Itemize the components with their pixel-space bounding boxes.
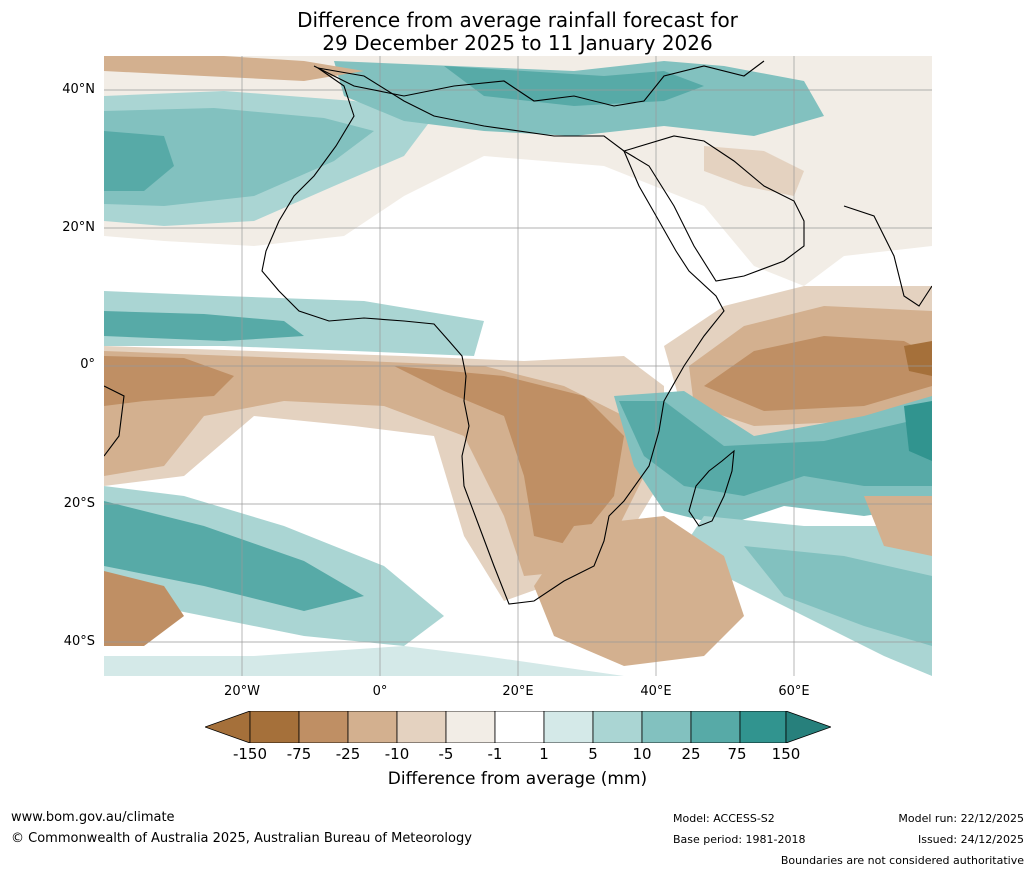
- colorbar-segment-3: [347, 711, 398, 743]
- legend-value-8: 5: [588, 745, 598, 763]
- colorbar-segment-9: [641, 711, 692, 743]
- anomaly-field-south-atlantic-wet-core: [104, 501, 364, 611]
- colorbar-segment-4: [396, 711, 447, 743]
- legend-value-6: -1: [487, 745, 503, 763]
- anomaly-field-equatorial-west-dry: [104, 356, 234, 406]
- anomaly-field-gulf-of-guinea-core: [104, 311, 304, 341]
- colorbar-segment-10: [690, 711, 741, 743]
- lat-label-40s: 40°S: [63, 634, 95, 649]
- anomaly-field-north-dry-strip: [104, 56, 364, 81]
- colorbar-segment-1: [249, 711, 300, 743]
- legend-value-4: -10: [384, 745, 410, 763]
- madagascar-coastline: [688, 449, 735, 527]
- anomaly-field-indian-ocean-dry-core: [704, 336, 932, 411]
- anomaly-field-southern-africa-dry: [394, 366, 624, 546]
- footer-disclaimer: Boundaries are not considered authoritat…: [780, 854, 1024, 867]
- colorbar-segment-2: [298, 711, 349, 743]
- lat-label-40n: 40°N: [62, 82, 95, 97]
- lat-label-20s: 20°S: [63, 496, 95, 511]
- colorbar-segment-6: [494, 711, 545, 743]
- lon-label-60e: 60°E: [778, 684, 810, 699]
- footer-model: Model: ACCESS-S2: [673, 812, 775, 825]
- footer-copyright: © Commonwealth of Australia 2025, Austra…: [11, 831, 472, 846]
- europe-coastline: [313, 60, 765, 107]
- colorbar-legend: [205, 711, 831, 743]
- legend-title: Difference from average (mm): [387, 769, 648, 789]
- legend-value-9: 10: [632, 745, 652, 763]
- anomaly-field-arabia-dry: [704, 146, 804, 196]
- arabia-coastline: [622, 135, 805, 282]
- anomaly-field-north-atlantic-wet-strong: [104, 108, 374, 206]
- colorbar-segment-11: [739, 711, 787, 743]
- lon-label-20w: 20°W: [224, 684, 260, 699]
- colorbar-segment-7: [543, 711, 594, 743]
- title-line-1: Difference from average rainfall forecas…: [297, 8, 738, 32]
- colorbar-segment-5: [445, 711, 496, 743]
- south-america-coastline: [104, 385, 125, 457]
- anomaly-field-south-africa-east-dry: [534, 516, 744, 666]
- africa-coastline: [261, 67, 725, 605]
- footer-model-run: Model run: 22/12/2025: [898, 812, 1024, 825]
- legend-value-12: 150: [771, 745, 801, 763]
- anomaly-field-south-indian-dry: [864, 496, 932, 556]
- legend-value-5: -5: [438, 745, 454, 763]
- anomaly-field-north-atlantic-core: [104, 131, 174, 191]
- anomaly-field-indian-ocean-wet-max: [904, 401, 932, 461]
- anomaly-field-indian-ocean-dry-max: [904, 341, 932, 376]
- coastlines: [104, 60, 932, 605]
- footer-url[interactable]: www.bom.gov.au/climate: [11, 810, 175, 825]
- legend-value-11: 75: [727, 745, 747, 763]
- legend-value-2: -75: [286, 745, 312, 763]
- legend-value-7: 1: [539, 745, 549, 763]
- anomaly-field-indian-ocean-wet-core: [619, 401, 932, 496]
- footer-issued: Issued: 24/12/2025: [917, 833, 1024, 846]
- lon-label-0: 0°: [372, 684, 388, 699]
- india-coastline: [843, 205, 932, 307]
- footer-base-period: Base period: 1981-2018: [673, 833, 806, 846]
- anomaly-field-south-indian-wet-core: [744, 546, 932, 646]
- title-line-2: 29 December 2025 to 11 January 2026: [322, 31, 713, 55]
- map-title: Difference from average rainfall forecas…: [0, 9, 1035, 55]
- colorbar-low-arrow: [205, 711, 251, 743]
- legend-value-1: -150: [232, 745, 268, 763]
- lat-label-20n: 20°N: [62, 220, 95, 235]
- lon-label-40e: 40°E: [640, 684, 672, 699]
- anomaly-field-south-wet-edge: [104, 646, 624, 676]
- rainfall-anomaly-map: [104, 56, 932, 676]
- legend-value-10: 25: [681, 745, 701, 763]
- anomaly-field-mediterranean-core: [444, 66, 704, 106]
- anomaly-field-south-atlantic-dry: [104, 571, 184, 646]
- lat-label-0: 0°: [80, 357, 95, 372]
- legend-value-3: -25: [335, 745, 361, 763]
- colorbar-high-arrow: [785, 711, 831, 743]
- colorbar-segment-8: [592, 711, 643, 743]
- lon-label-20e: 20°E: [502, 684, 534, 699]
